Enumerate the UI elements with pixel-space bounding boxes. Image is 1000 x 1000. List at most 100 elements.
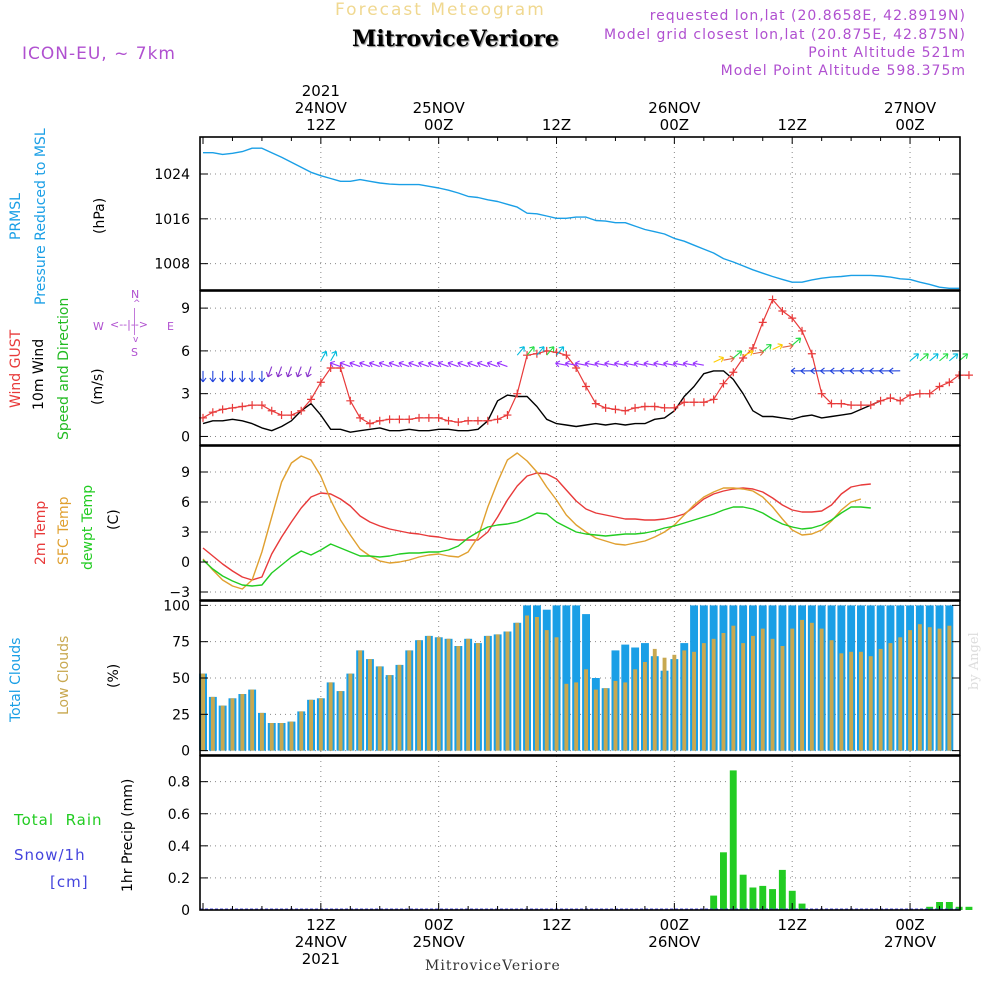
- low-cloud-bar: [652, 648, 657, 751]
- wind-direction-arrow: [849, 367, 861, 375]
- rain-label: Total Rain: [14, 811, 103, 829]
- wind-speed-line: [202, 370, 881, 433]
- pressure-label: Pressure Reduced to MSL: [33, 128, 49, 305]
- rain-bar: [749, 887, 757, 910]
- wind-direction-arrow: [457, 360, 469, 368]
- wind-direction-arrow: [398, 360, 410, 368]
- y-tick-label: 9: [181, 301, 190, 317]
- wind-direction-arrow: [772, 343, 783, 350]
- gust-point: [601, 403, 610, 412]
- gust-point: [817, 389, 826, 398]
- y-tick-label: 0.8: [168, 775, 190, 791]
- low-cloud-bar: [701, 643, 706, 751]
- gust-point: [208, 408, 217, 417]
- gust-point: [238, 402, 247, 411]
- low-cloud-bar: [790, 628, 795, 751]
- x-tick-label-top: 12Z: [306, 116, 335, 134]
- low-cloud-bar: [770, 638, 775, 751]
- wind-direction-arrow: [574, 360, 587, 368]
- gust-point: [336, 364, 345, 372]
- low-cloud-bar: [809, 622, 814, 751]
- compass-s: S: [131, 346, 138, 359]
- total-clouds-label: Total Clouds: [8, 637, 24, 722]
- temp-line-t2m: [202, 472, 871, 581]
- y-tick-label: 1016: [154, 212, 190, 228]
- model-altitude: Model Point Altitude 598.375m: [720, 63, 966, 79]
- wind-direction-arrow: [800, 367, 812, 375]
- wind-direction-arrow: [209, 370, 217, 383]
- gust-point: [257, 401, 266, 410]
- rain-bar: [729, 770, 737, 910]
- x-tick-label-top: 27NOV: [884, 99, 937, 117]
- gust-point: [680, 398, 689, 407]
- low-cloud-bar: [210, 696, 215, 751]
- wind-direction-arrow: [829, 367, 842, 375]
- low-cloud-bar: [407, 650, 412, 751]
- wind-direction-arrow: [265, 366, 273, 378]
- requested-coords: requested lon,lat (20.8658E, 42.8919N): [649, 8, 966, 24]
- gust-point: [307, 395, 316, 404]
- gust-point: [375, 416, 384, 425]
- low-cloud-bar: [289, 721, 294, 751]
- gust-point: [424, 413, 433, 422]
- low-cloud-bar: [446, 638, 451, 751]
- y-tick-label: 50: [172, 671, 190, 687]
- y-tick-label: 0: [181, 429, 190, 445]
- wind-direction-arrow: [229, 370, 236, 383]
- gust-point: [326, 364, 335, 372]
- wind-direction-arrow: [418, 360, 430, 368]
- wind-direction-arrow: [199, 370, 207, 383]
- gust-point: [287, 411, 296, 420]
- direction-label: Speed and Direction: [56, 297, 72, 440]
- gust-point: [837, 399, 846, 408]
- gust-point: [778, 306, 787, 315]
- low-cloud-bar: [731, 625, 736, 751]
- wind-direction-arrow: [564, 360, 577, 368]
- gust-point: [807, 349, 816, 358]
- wind-direction-arrow: [359, 360, 371, 368]
- low-cloud-bar: [692, 651, 696, 751]
- wind-direction-arrow: [427, 360, 439, 368]
- wind-direction-arrow: [476, 360, 488, 368]
- wind-direction-arrow: [258, 370, 266, 383]
- compass-horizontal: <--|-->: [110, 318, 149, 331]
- low-cloud-bar: [456, 646, 461, 751]
- x-tick-label-bottom: 24NOV: [295, 933, 348, 951]
- clouds-unit: (%): [106, 663, 122, 688]
- gust-point: [699, 398, 708, 407]
- x-tick-label-top: 00Z: [660, 116, 689, 134]
- x-tick-label-top: 2021: [302, 82, 340, 100]
- gust-point: [915, 389, 924, 398]
- gust-point: [631, 403, 640, 412]
- low-cloud-bar: [574, 682, 579, 751]
- prmsl-label: PRMSL: [8, 193, 24, 240]
- t2m-label: 2m Temp: [33, 500, 49, 565]
- wind-direction-arrow: [820, 367, 832, 375]
- low-cloud-bar: [476, 643, 480, 751]
- low-cloud-bar: [377, 666, 382, 751]
- wind-direction-arrow: [888, 367, 901, 375]
- gust-point: [591, 399, 600, 408]
- model-name: ICON-EU, ~ 7km: [22, 44, 176, 64]
- gust-point: [611, 405, 620, 414]
- temp-line-dew: [202, 506, 871, 587]
- gust-point: [523, 351, 532, 360]
- rain-bar: [769, 889, 776, 910]
- total-cloud-bar: [572, 605, 581, 751]
- gust-point: [876, 396, 885, 405]
- gust-point: [415, 413, 424, 422]
- wind-direction-arrow: [939, 353, 949, 362]
- low-cloud-bar: [309, 699, 313, 751]
- wind-direction-arrow: [536, 346, 545, 356]
- gust-point: [473, 416, 482, 425]
- low-cloud-bar: [908, 630, 912, 751]
- low-cloud-bar: [240, 694, 245, 751]
- low-cloud-bar: [554, 637, 559, 751]
- gust-point: [768, 295, 777, 304]
- rain-bar: [926, 906, 934, 910]
- low-cloud-bar: [397, 664, 402, 751]
- low-cloud-bar: [328, 682, 333, 751]
- wind-direction-arrow: [486, 360, 498, 368]
- low-cloud-bar: [505, 631, 510, 751]
